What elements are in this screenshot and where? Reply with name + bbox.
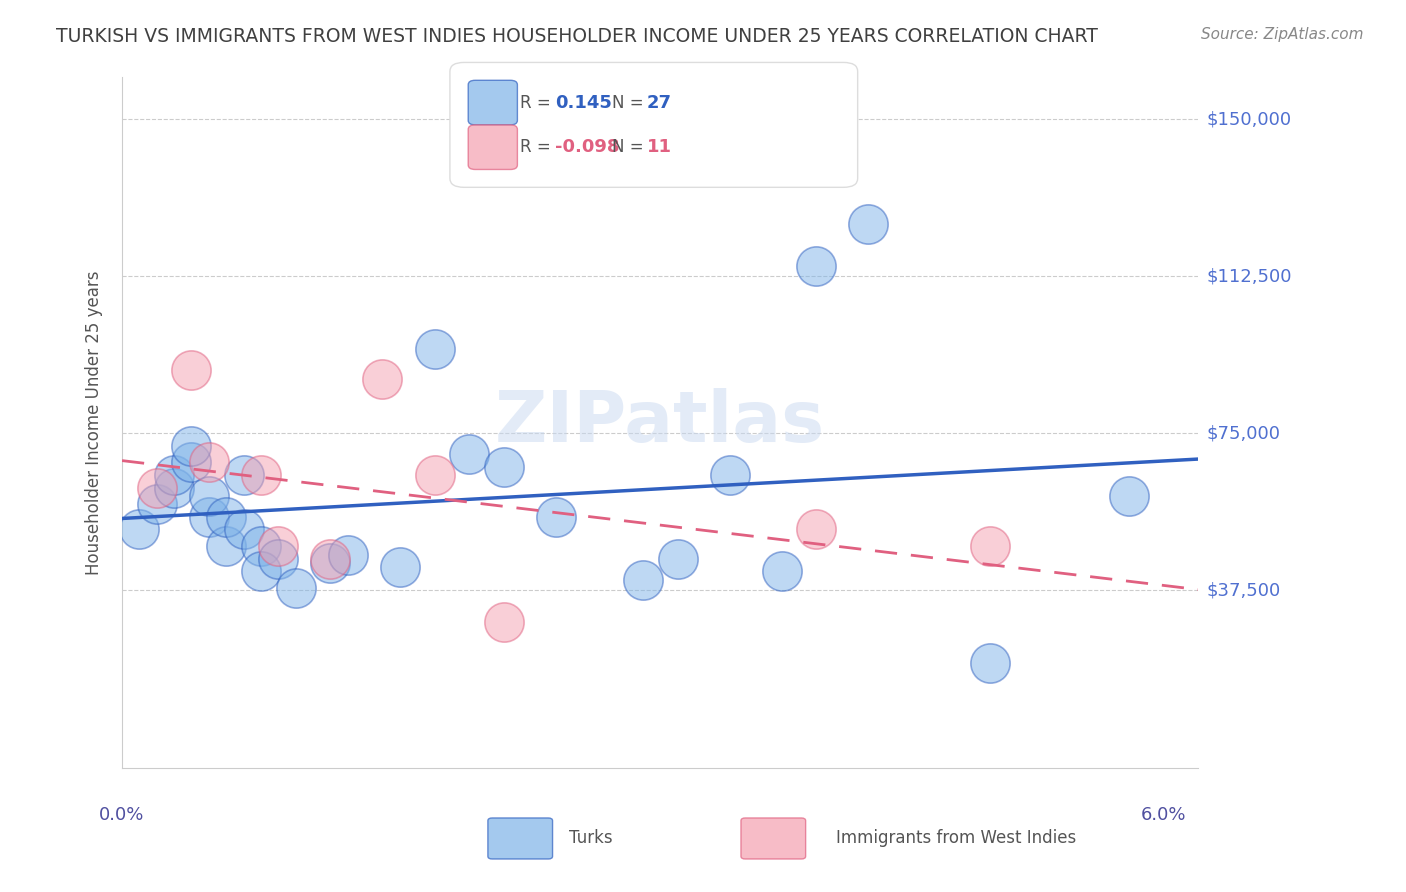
Point [180,439,202,453]
Point [250,564,273,578]
Point [770,564,793,578]
Text: 6.0%: 6.0% [1140,805,1187,823]
Point [336,548,359,562]
Point [319,556,342,570]
Point [215,509,238,524]
Text: 0.145: 0.145 [555,94,612,112]
Point [979,539,1001,553]
Point [198,489,221,503]
Point [806,259,828,273]
Text: $112,500: $112,500 [1206,268,1292,285]
Point [145,497,167,511]
Point [232,523,254,537]
Point [858,217,880,231]
Point [232,468,254,483]
Point [423,468,446,483]
Point [458,447,481,461]
Point [180,455,202,469]
Point [250,539,273,553]
Text: N =: N = [612,138,643,156]
Point [806,523,828,537]
Point [163,481,186,495]
Point [163,468,186,483]
Point [423,343,446,357]
Text: N =: N = [612,94,643,112]
Point [492,459,515,474]
Point [371,372,394,386]
Text: $75,000: $75,000 [1206,425,1281,442]
Point [388,560,411,574]
Point [128,523,150,537]
Text: $150,000: $150,000 [1206,111,1292,128]
Point [979,657,1001,671]
Text: Turks: Turks [568,830,613,847]
Text: ZIPatlas: ZIPatlas [495,388,825,458]
Point [267,539,290,553]
Point [267,551,290,566]
Point [198,509,221,524]
Point [198,455,221,469]
Point [319,551,342,566]
Y-axis label: Householder Income Under 25 years: Householder Income Under 25 years [86,270,103,575]
Text: Source: ZipAtlas.com: Source: ZipAtlas.com [1201,27,1364,42]
Text: R =: R = [520,138,551,156]
Text: Immigrants from West Indies: Immigrants from West Indies [837,830,1076,847]
Point [250,468,273,483]
Point [631,573,654,587]
Point [718,468,741,483]
Point [215,539,238,553]
Point [492,615,515,629]
Text: $37,500: $37,500 [1206,582,1281,599]
Point [284,581,307,595]
Text: 11: 11 [647,138,672,156]
Point [180,363,202,377]
Text: 0.0%: 0.0% [100,805,145,823]
Point [544,509,567,524]
Text: -0.098: -0.098 [555,138,620,156]
Text: 27: 27 [647,94,672,112]
Point [666,551,689,566]
Point [1118,489,1140,503]
Point [145,481,167,495]
Text: R =: R = [520,94,551,112]
Text: TURKISH VS IMMIGRANTS FROM WEST INDIES HOUSEHOLDER INCOME UNDER 25 YEARS CORRELA: TURKISH VS IMMIGRANTS FROM WEST INDIES H… [56,27,1098,45]
